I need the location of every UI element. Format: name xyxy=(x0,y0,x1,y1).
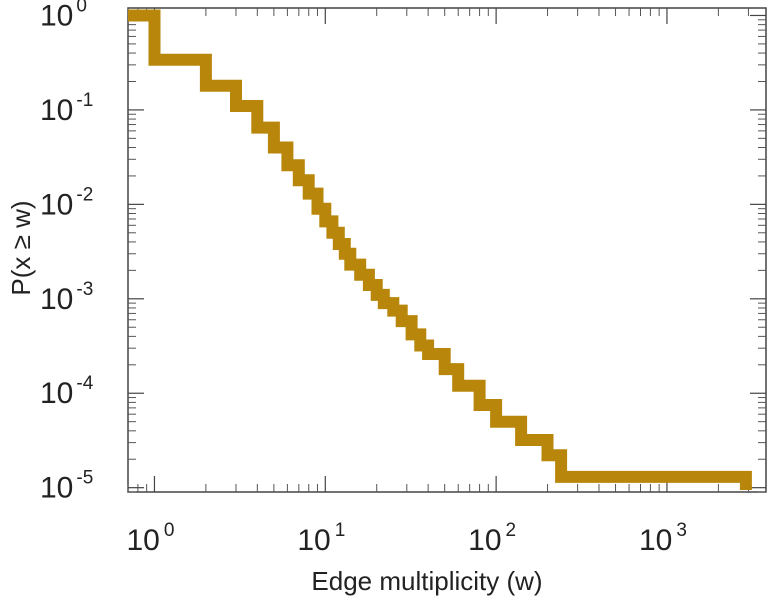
y-tick-label: 10 -1 xyxy=(40,90,93,127)
x-axis-title: Edge multiplicity (w) xyxy=(311,566,542,596)
x-tick-label: 10 0 xyxy=(126,520,174,557)
x-tick-label: 10 1 xyxy=(297,520,345,557)
plot-frame xyxy=(127,7,767,493)
y-tick-label: 10 0 xyxy=(40,0,87,32)
y-tick-label: 10 -3 xyxy=(40,279,93,316)
x-tick-label: 10 3 xyxy=(639,520,687,557)
x-tick-labels: 10 0 10 1 10 2 10 3 xyxy=(126,520,686,557)
minor-ticks xyxy=(127,8,766,493)
y-axis-title: P(x ≥ w) xyxy=(6,200,36,295)
x-tick-label: 10 2 xyxy=(468,520,516,557)
y-tick-label: 10 -2 xyxy=(40,184,93,221)
y-tick-label: 10 -5 xyxy=(40,468,93,505)
y-tick-label: 10 -4 xyxy=(40,373,94,410)
series-layer xyxy=(128,9,752,490)
ccdf-step-line-0 xyxy=(128,9,752,490)
